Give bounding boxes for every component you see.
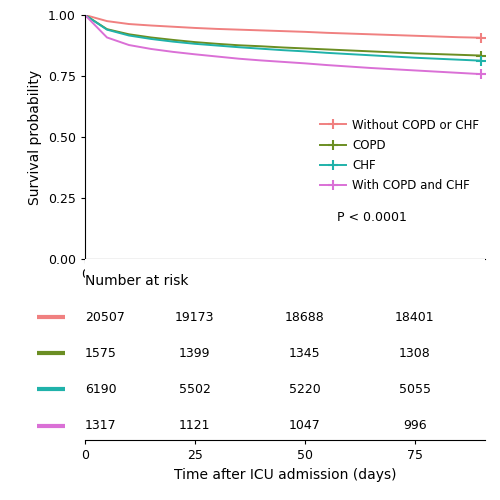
Text: 1575: 1575 <box>85 346 117 360</box>
Text: 1345: 1345 <box>289 346 320 360</box>
Text: 5055: 5055 <box>398 383 430 396</box>
Text: 1317: 1317 <box>85 419 116 432</box>
Text: 5502: 5502 <box>179 383 211 396</box>
X-axis label: Time after ICU admission (days): Time after ICU admission (days) <box>174 468 396 481</box>
Y-axis label: Survival probability: Survival probability <box>28 70 42 204</box>
Text: 18401: 18401 <box>395 310 434 324</box>
Text: 5220: 5220 <box>289 383 320 396</box>
Text: 996: 996 <box>403 419 426 432</box>
Text: 1399: 1399 <box>179 346 210 360</box>
Text: 18688: 18688 <box>285 310 325 324</box>
Text: 1047: 1047 <box>289 419 320 432</box>
Text: P < 0.0001: P < 0.0001 <box>337 211 407 224</box>
Text: 6190: 6190 <box>85 383 116 396</box>
Text: 20507: 20507 <box>85 310 125 324</box>
Text: Number at risk: Number at risk <box>85 274 188 288</box>
Text: 1308: 1308 <box>399 346 430 360</box>
Text: 1121: 1121 <box>179 419 210 432</box>
Text: 19173: 19173 <box>175 310 214 324</box>
Legend: Without COPD or CHF, COPD, CHF, With COPD and CHF: Without COPD or CHF, COPD, CHF, With COP… <box>320 118 479 192</box>
